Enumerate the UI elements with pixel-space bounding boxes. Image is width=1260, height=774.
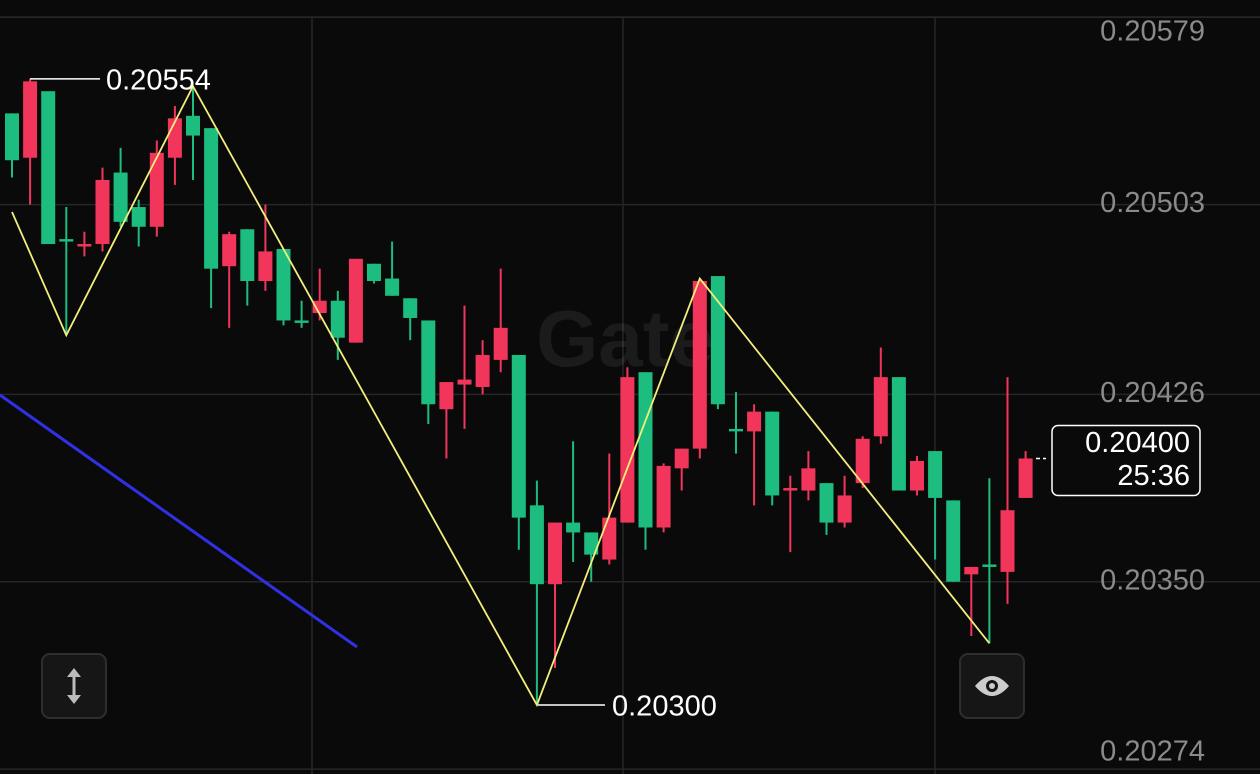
candle-body	[113, 172, 128, 222]
candle-body	[584, 532, 599, 555]
candle-body	[801, 468, 816, 491]
scale-icon[interactable]	[67, 668, 81, 704]
candle-body	[312, 300, 327, 314]
candle-body	[222, 234, 237, 267]
candle-body	[982, 564, 997, 567]
candle-body	[41, 91, 56, 245]
candle-body	[783, 488, 798, 491]
scale-button[interactable]	[41, 653, 107, 719]
candle-body	[493, 327, 508, 360]
countdown-label: 25:36	[1117, 460, 1190, 492]
candle-body	[910, 460, 924, 491]
candle-body	[167, 118, 182, 158]
candle-body	[276, 248, 291, 321]
candle-body	[620, 377, 635, 523]
eye-iris[interactable]	[989, 683, 995, 689]
candle-body	[439, 382, 454, 410]
candle-body	[348, 258, 363, 343]
candle-body	[729, 428, 743, 432]
high-label: 0.20554	[106, 65, 211, 97]
candle-body	[674, 448, 689, 469]
low-label: 0.20300	[612, 691, 717, 723]
trend-line	[0, 393, 358, 649]
candle-body	[928, 451, 943, 498]
candle-body	[529, 505, 544, 585]
candle-body	[330, 300, 345, 338]
candle-body	[964, 566, 979, 575]
candle-body	[819, 483, 834, 523]
candle-body	[186, 115, 200, 136]
candle-body	[258, 251, 273, 282]
candle-body	[548, 522, 562, 585]
candle-body	[421, 320, 436, 405]
candle-body	[95, 179, 110, 245]
candle-body	[638, 372, 653, 528]
candle-body	[602, 517, 617, 560]
visibility-button[interactable]	[959, 653, 1025, 719]
candle-body	[367, 263, 381, 282]
candle-body	[946, 500, 961, 582]
last-price-box	[1051, 424, 1201, 497]
candle-body	[837, 495, 852, 523]
watermark: Gate	[536, 294, 714, 383]
candle-body	[710, 276, 725, 405]
candle-body	[747, 411, 762, 432]
y-tick-label: 0.20274	[1100, 736, 1205, 768]
zigzag-line	[11, 84, 991, 708]
y-tick-label: 0.20579	[1100, 16, 1205, 48]
candle-body	[5, 113, 19, 161]
candle-body	[891, 377, 906, 491]
candle-body	[149, 152, 164, 227]
candle-body	[204, 128, 219, 269]
candle-body	[77, 244, 92, 247]
candle-body	[475, 354, 490, 387]
last-price-label: 0.20400	[1085, 427, 1190, 459]
y-tick-label: 0.20426	[1100, 377, 1205, 409]
candle-body	[1000, 510, 1015, 572]
candle-body	[457, 379, 472, 385]
candle-body	[1018, 458, 1033, 498]
candle-body	[403, 298, 418, 318]
candle-body	[23, 81, 38, 158]
y-tick-label: 0.20503	[1100, 187, 1205, 219]
candle-body	[385, 278, 400, 296]
candle-body	[692, 281, 707, 449]
candle-body	[656, 465, 671, 528]
candle-body	[59, 239, 74, 242]
candle-body	[511, 354, 526, 518]
candle-body	[240, 229, 255, 282]
candle-body	[873, 377, 888, 437]
candle-body	[131, 207, 146, 227]
candle-body	[294, 320, 309, 323]
candle-body	[855, 438, 870, 484]
candle-body	[765, 411, 780, 496]
y-tick-label: 0.20350	[1100, 564, 1205, 596]
candle-body	[566, 522, 581, 533]
